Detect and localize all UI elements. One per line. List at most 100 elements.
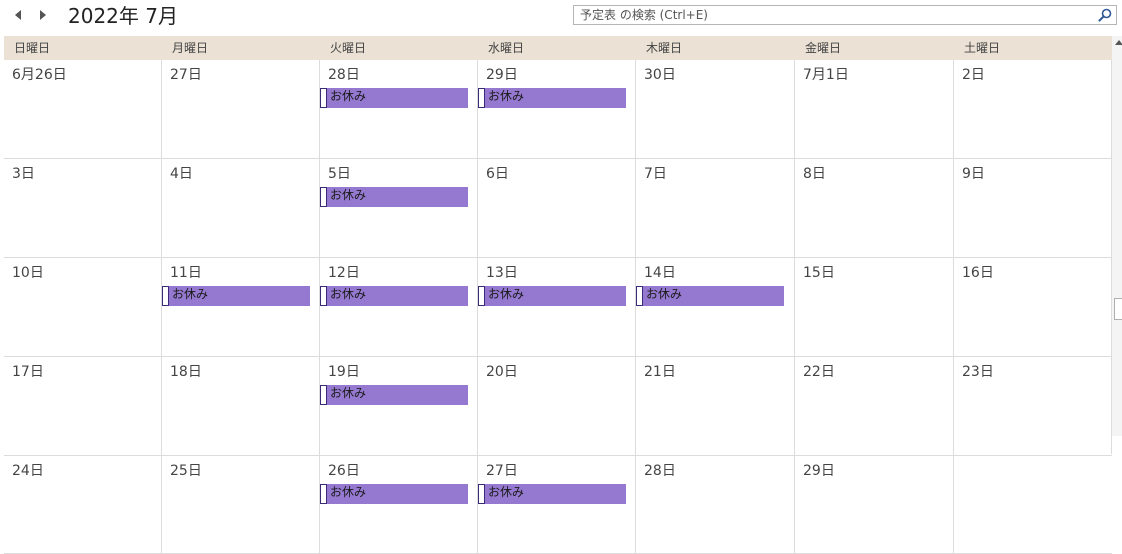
event-title: お休み (330, 485, 367, 499)
event-item[interactable]: お休み (478, 88, 626, 108)
event-item[interactable]: お休み (320, 88, 468, 108)
day-cell[interactable]: 3日 (4, 159, 162, 258)
event-item[interactable]: お休み (320, 286, 468, 306)
day-number: 29日 (486, 67, 518, 83)
day-cell[interactable]: 9日 (954, 159, 1112, 258)
calendar-search-input[interactable] (574, 6, 1090, 24)
day-cell[interactable]: 28日 お休み (320, 60, 478, 159)
event-item[interactable]: お休み (162, 286, 310, 306)
day-number: 27日 (486, 463, 518, 479)
day-cell[interactable]: 27日お休み (478, 456, 636, 554)
day-cell[interactable]: 2日 (954, 60, 1112, 159)
day-cell[interactable]: 27日 (162, 60, 320, 159)
day-cell[interactable]: 4日 (162, 159, 320, 258)
day-number: 24日 (12, 463, 44, 479)
event-status-marker (478, 286, 485, 306)
chevron-left-icon (15, 10, 21, 20)
weekday-label: 水曜日 (488, 41, 525, 55)
week-row: 6月26日 27日 28日 お休み 29日 お休み 30日 7月1日 2日 (4, 60, 1112, 159)
event-item[interactable]: お休み (320, 385, 468, 405)
event-title: お休み (330, 386, 367, 400)
event-item[interactable]: お休み (320, 484, 468, 504)
event-status-marker (320, 187, 327, 207)
calendar-toolbar: 2022年 7月 (0, 0, 1122, 34)
day-number: 3日 (12, 166, 35, 182)
week-row: 24日 25日 26日 お休み 27日 お休み 28日 29日 (4, 456, 1112, 554)
day-number: 4日 (170, 166, 193, 182)
day-number: 6月26日 (12, 67, 67, 83)
day-cell[interactable]: 30日 (636, 60, 795, 159)
event-item[interactable]: お休み (478, 286, 626, 306)
day-number: 12日 (328, 265, 360, 281)
day-number: 22日 (803, 364, 835, 380)
calendar-search-box[interactable] (573, 5, 1117, 25)
day-cell[interactable]: 21日 (636, 357, 795, 456)
vertical-scrollbar[interactable] (1112, 36, 1122, 436)
event-title: お休み (330, 287, 367, 301)
event-item[interactable]: お休み (478, 484, 626, 504)
day-cell[interactable]: 19日 お休み (320, 357, 478, 456)
search-icon[interactable] (1098, 8, 1112, 22)
day-cell[interactable]: 13日 お休み (478, 258, 636, 357)
day-cell[interactable]: 6日 (478, 159, 636, 258)
day-number: 23日 (962, 364, 994, 380)
day-number: 29日 (803, 463, 835, 479)
day-cell[interactable]: 29日お休み (478, 60, 636, 159)
event-item[interactable]: お休み (636, 286, 784, 306)
event-status-marker (320, 286, 327, 306)
day-number: 18日 (170, 364, 202, 380)
day-number: 28日 (644, 463, 676, 479)
day-cell[interactable]: 7月1日 (795, 60, 954, 159)
day-cell[interactable]: 15日 (795, 258, 954, 357)
day-number: 5日 (328, 166, 351, 182)
day-cell[interactable]: 5日お休み (320, 159, 478, 258)
day-number: 25日 (170, 463, 202, 479)
day-cell[interactable]: 22日 (795, 357, 954, 456)
day-cell[interactable]: 26日 お休み (320, 456, 478, 554)
scrollbar-thumb[interactable] (1114, 298, 1122, 320)
day-cell[interactable]: 24日 (4, 456, 162, 554)
event-title: お休み (330, 89, 367, 103)
weekday-label: 金曜日 (805, 41, 842, 55)
event-status-marker (320, 88, 327, 108)
event-status-marker (320, 484, 327, 504)
day-cell[interactable]: 28日 (636, 456, 795, 554)
day-number: 10日 (12, 265, 44, 281)
week-row: 10日 11日 お休み 12日 お休み 13日 お休み 14日 お休み 15日 16日 (4, 258, 1112, 357)
day-cell[interactable]: 6月26日 (4, 60, 162, 159)
weekday-label: 日曜日 (14, 41, 51, 55)
day-cell[interactable]: 17日 (4, 357, 162, 456)
day-number: 7日 (644, 166, 667, 182)
day-cell[interactable]: 12日お休み (320, 258, 478, 357)
day-number: 27日 (170, 67, 202, 83)
event-status-marker (636, 286, 643, 306)
day-cell[interactable]: 7日 (636, 159, 795, 258)
event-status-marker (478, 88, 485, 108)
scroll-up-button[interactable] (1114, 38, 1122, 48)
event-item[interactable]: お休み (320, 187, 468, 207)
day-number: 30日 (644, 67, 676, 83)
event-status-marker (320, 385, 327, 405)
day-cell[interactable] (954, 456, 1112, 554)
next-month-button[interactable] (36, 8, 50, 22)
event-title: お休み (330, 188, 367, 202)
day-cell[interactable]: 11日お休み (162, 258, 320, 357)
event-title: お休み (172, 287, 209, 301)
day-cell[interactable]: 18日 (162, 357, 320, 456)
event-title: お休み (488, 89, 525, 103)
day-number: 11日 (170, 265, 202, 281)
day-cell[interactable]: 20日 (478, 357, 636, 456)
day-number: 2日 (962, 67, 985, 83)
day-cell[interactable]: 16日 (954, 258, 1112, 357)
event-title: お休み (488, 485, 525, 499)
previous-month-button[interactable] (12, 8, 26, 22)
scrollbar-divider (1111, 60, 1112, 454)
chevron-right-icon (40, 10, 46, 20)
day-cell[interactable]: 8日 (795, 159, 954, 258)
day-cell[interactable]: 29日 (795, 456, 954, 554)
day-cell[interactable]: 23日 (954, 357, 1112, 456)
event-status-marker (478, 484, 485, 504)
day-cell[interactable]: 25日 (162, 456, 320, 554)
day-cell[interactable]: 14日 お休み (636, 258, 795, 357)
day-cell[interactable]: 10日 (4, 258, 162, 357)
